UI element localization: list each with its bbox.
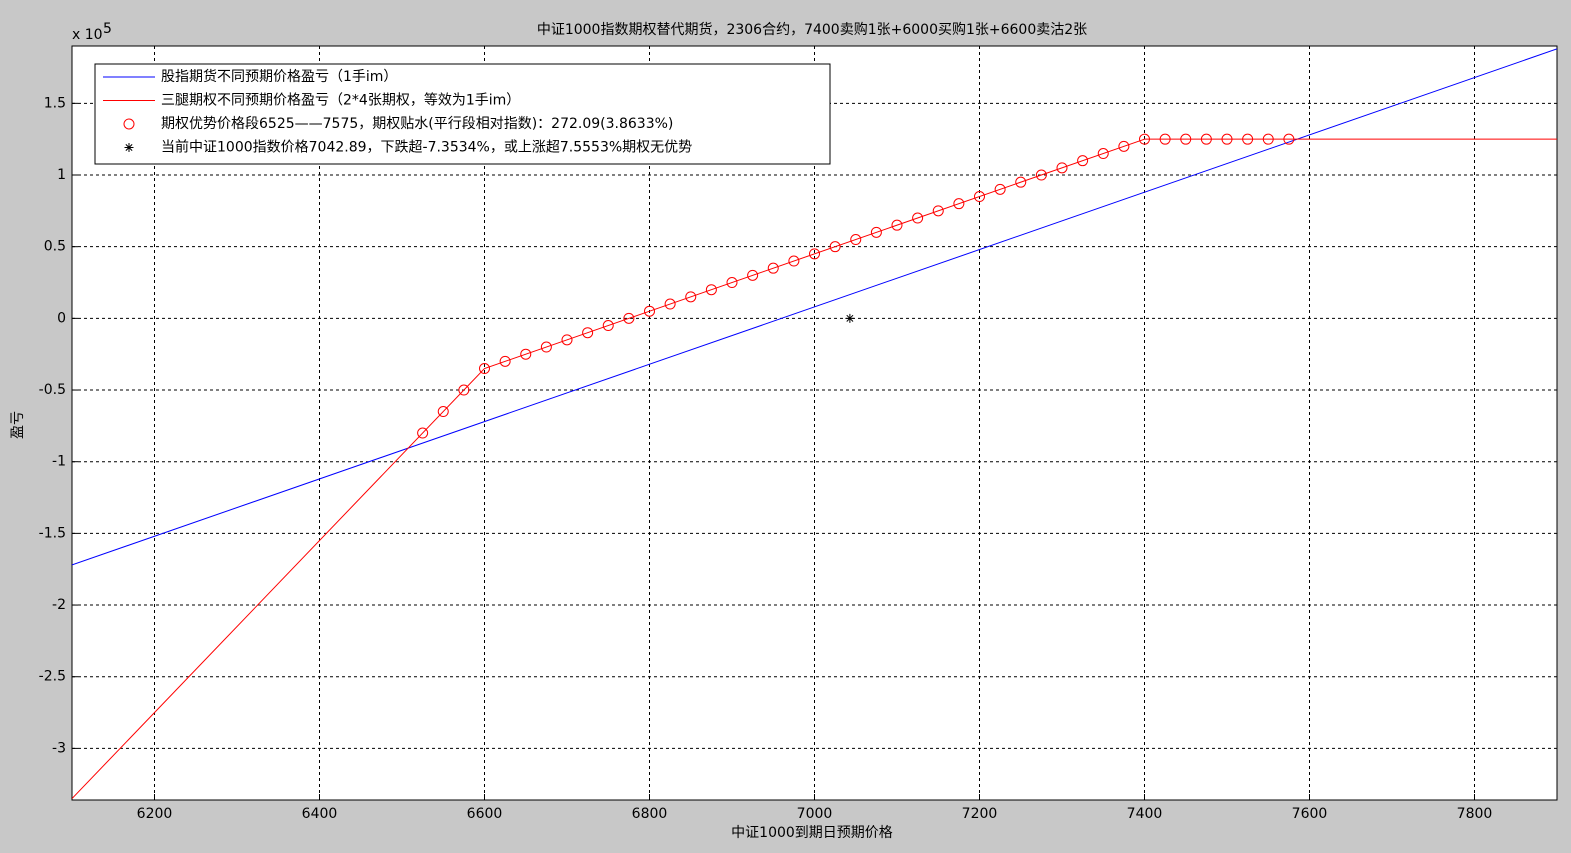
data-point [1242,133,1254,145]
plot-area [72,46,1557,800]
data-point [499,355,511,367]
data-point [1056,162,1068,174]
data-point [726,277,738,289]
data-point [974,191,985,203]
data-point [953,198,965,210]
x-tick-label: 6600 [467,806,503,822]
x-tick-label: 7800 [1457,806,1493,822]
data-point [602,320,614,332]
series-line [72,48,1557,566]
data-point [664,298,676,310]
legend-swatch [124,143,134,152]
x-axis-label: 中证1000到期日预期价格 [731,825,893,841]
data-point [1262,133,1274,145]
y-axis-label: 盈亏 [10,411,26,439]
y-multiplier: x 10 [72,27,103,43]
data-point [479,363,490,375]
data-point [788,255,800,267]
data-point [705,284,717,296]
x-tick-label: 6200 [137,806,173,822]
data-point [845,313,855,323]
data-point [829,241,841,253]
data-point [437,406,449,418]
x-tick-label: 6800 [632,806,668,822]
x-tick-label: 7200 [962,806,998,822]
data-point [1118,140,1130,152]
legend-label: 股指期货不同预期价格盈亏（1手im） [161,68,397,85]
data-point [932,205,944,217]
x-tick-label: 7600 [1292,806,1328,822]
y-tick-label: 1 [57,167,66,183]
y-tick-label: -3 [52,740,66,756]
legend-label: 当前中证1000指数价格7042.89，下跌超-7.3534%，或上涨超7.55… [161,139,692,156]
data-point [1097,148,1109,160]
legend-box [94,63,831,165]
data-point [1200,133,1212,145]
data-point [1015,176,1027,188]
x-tick-label: 6400 [302,806,338,822]
y-tick-label: 1.5 [44,95,66,111]
data-point [1221,133,1233,145]
x-tick-label: 7400 [1127,806,1163,822]
data-point [561,334,573,346]
data-point [1077,155,1089,167]
data-point [1159,133,1171,145]
data-point [582,327,594,339]
x-tick-label: 7000 [797,806,833,822]
y-tick-label: -2.5 [39,669,66,685]
data-point [1035,169,1047,181]
series-line [72,138,1557,799]
data-point [809,248,820,260]
data-point [1180,133,1192,145]
data-point [994,183,1006,195]
data-point [1283,133,1295,145]
y-tick-label: 0.5 [44,239,66,255]
chart-title: 中证1000指数期权替代期货，2306合约，7400卖购1张+6000买购1张+… [537,21,1087,38]
data-point [644,305,655,317]
data-point [540,341,552,353]
legend-label: 三腿期权不同预期价格盈亏（2*4张期权，等效为1手im） [161,92,520,109]
data-point [767,262,779,274]
legend-label: 期权优势价格段6525——7575，期权贴水(平行段相对指数)：272.09(3… [161,116,673,132]
legend-swatch [123,118,135,130]
data-point [417,427,429,439]
data-point [685,291,697,303]
data-point [520,348,532,360]
data-point [458,384,470,396]
data-point [912,212,924,224]
y-tick-label: -2 [52,597,66,613]
y-tick-label: -0.5 [39,382,66,398]
data-point [747,269,759,281]
y-tick-label: 0 [57,310,66,326]
y-multiplier-exponent: 5 [103,21,112,37]
y-tick-label: -1 [52,454,66,470]
data-point [891,219,903,231]
y-tick-label: -1.5 [39,525,66,541]
data-point [1139,133,1150,145]
data-point [870,226,882,238]
data-point [623,312,635,324]
plot-frame [71,45,1558,801]
data-point [850,234,862,246]
